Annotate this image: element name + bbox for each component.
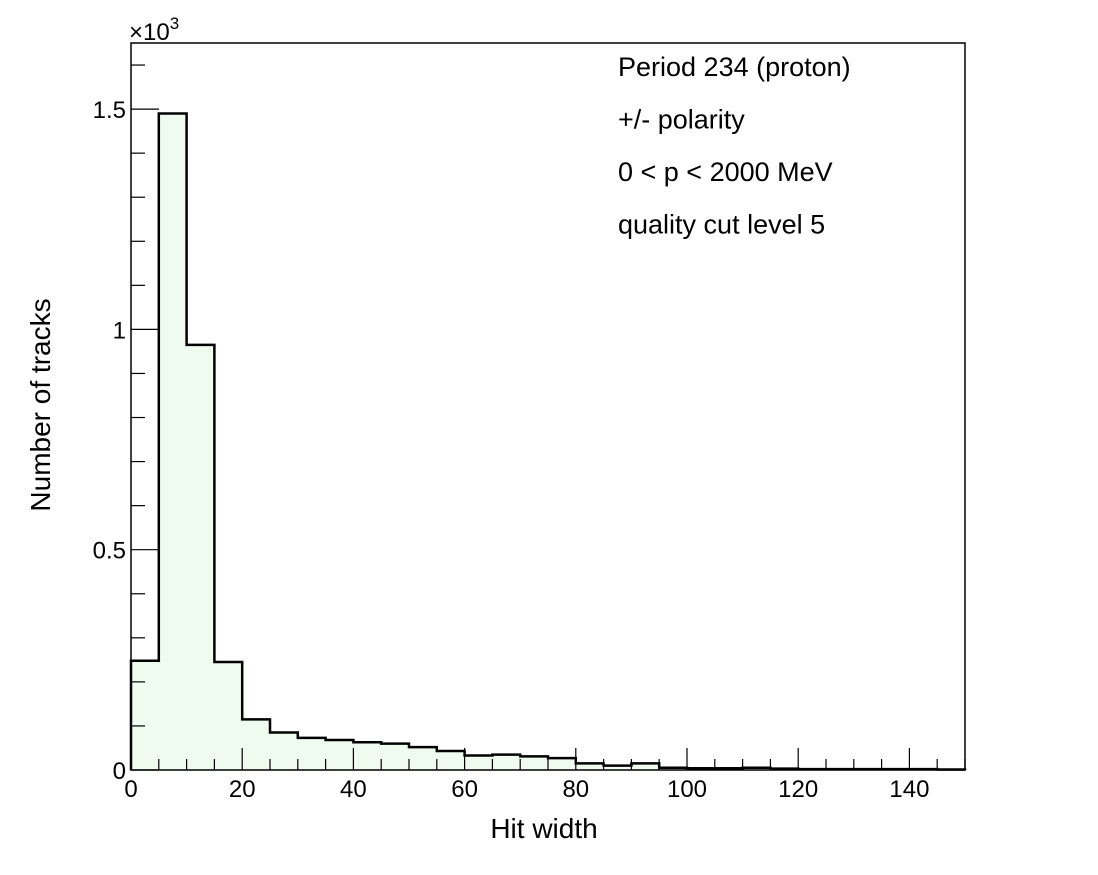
- y-tick-label: 0: [113, 758, 126, 785]
- annotation-polarity: +/- polarity: [618, 105, 745, 135]
- annotation-box: Period 234 (proton) +/- polarity 0 < p <…: [618, 52, 851, 240]
- axis-ticks: [130, 64, 966, 771]
- x-tick-label: 60: [451, 776, 478, 803]
- x-tick-label: 140: [889, 776, 929, 803]
- x-axis-title: Hit width: [490, 813, 597, 844]
- y-tick-label: 0.5: [93, 538, 126, 565]
- histogram-outline: [129, 112, 967, 771]
- annotation-momentum-range: 0 < p < 2000 MeV: [618, 157, 833, 187]
- y-axis-multiplier: ×103: [129, 14, 179, 46]
- x-tick-label: 80: [562, 776, 589, 803]
- x-tick-label: 0: [124, 776, 137, 803]
- y-multiplier-base: ×10: [129, 19, 170, 46]
- tick-labels: 0 20 40 60 80 100 120 140 0 0.5 1 1.5: [93, 97, 930, 803]
- histogram-fill: [131, 113, 965, 771]
- annotation-quality-cut: quality cut level 5: [618, 210, 825, 240]
- x-tick-label: 120: [778, 776, 818, 803]
- y-axis-title: Number of tracks: [25, 298, 56, 511]
- y-tick-label: 1: [113, 317, 126, 344]
- plot-frame: [130, 42, 966, 771]
- x-tick-label: 40: [340, 776, 367, 803]
- y-tick-label: 1.5: [93, 97, 126, 124]
- x-tick-label: 20: [229, 776, 256, 803]
- y-multiplier-exponent: 3: [170, 14, 179, 33]
- x-tick-label: 100: [667, 776, 707, 803]
- annotation-period: Period 234 (proton): [618, 52, 851, 82]
